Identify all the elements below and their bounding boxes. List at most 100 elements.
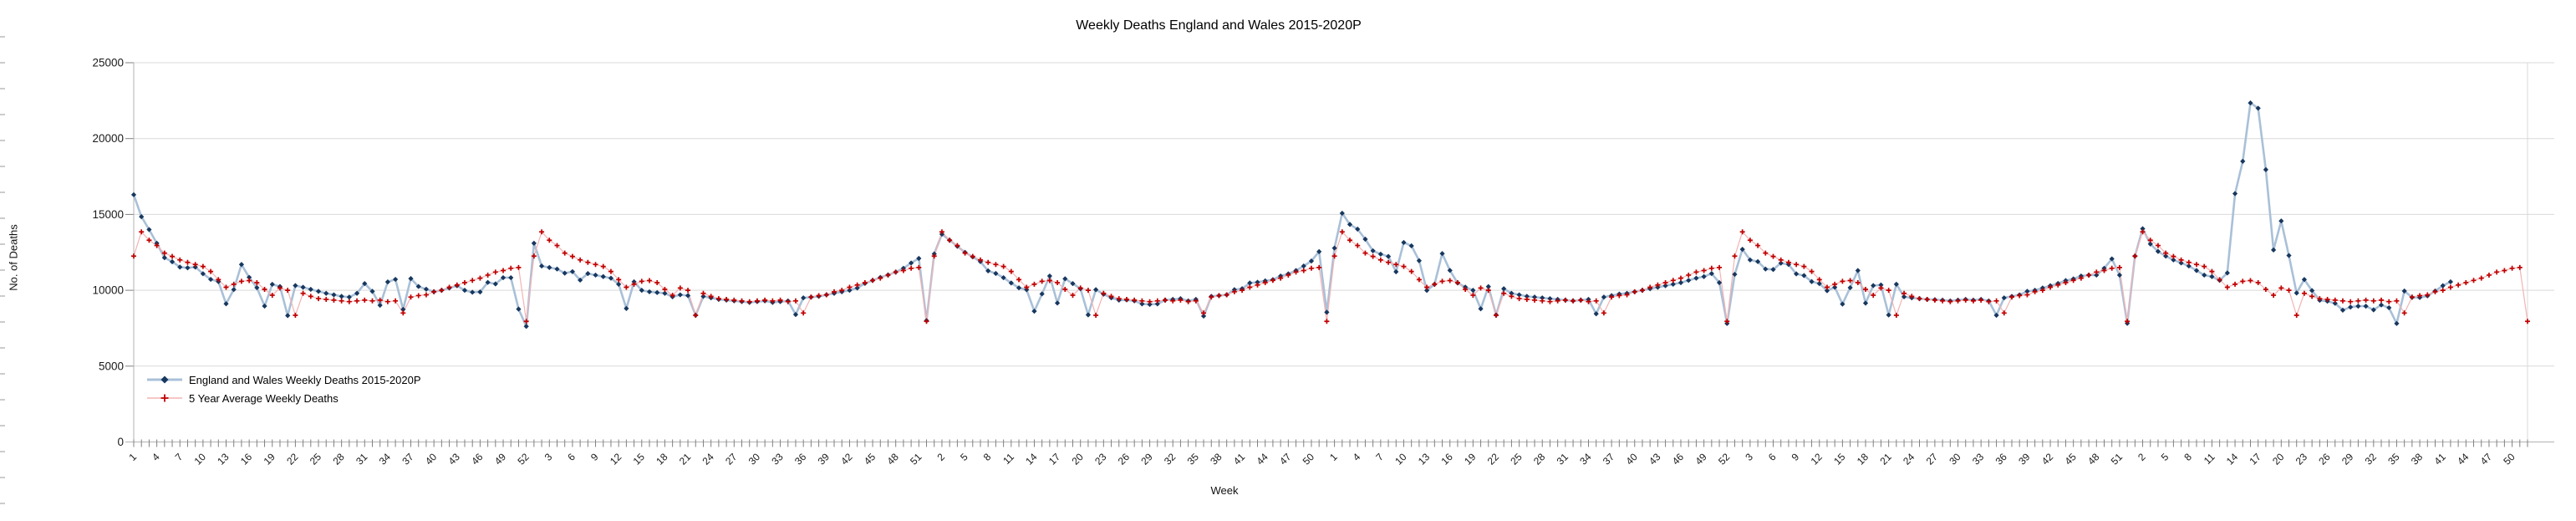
x-tick-label: 20 xyxy=(1069,451,1086,467)
x-tick-label: 43 xyxy=(1647,451,1663,467)
x-tick-label: 46 xyxy=(1670,451,1687,467)
x-tick-label: 40 xyxy=(1624,451,1641,467)
average-deaths-line xyxy=(133,231,2528,322)
x-tick-label: 47 xyxy=(2478,451,2495,467)
x-tick-label: 16 xyxy=(1439,451,1456,467)
x-tick-label: 29 xyxy=(2339,451,2356,467)
x-tick-label: 26 xyxy=(1116,451,1133,467)
x-tick-label: 49 xyxy=(1693,451,1709,467)
x-tick-label: 52 xyxy=(515,451,532,467)
x-tick-label: 35 xyxy=(1185,451,1202,467)
x-axis-ticks xyxy=(133,439,2528,447)
y-tick-label: 20000 xyxy=(92,132,124,145)
x-tick-label: 17 xyxy=(2247,451,2263,467)
x-tick-label: 32 xyxy=(2363,451,2380,467)
x-tick-label: 29 xyxy=(1138,451,1155,467)
x-tick-label: 37 xyxy=(1601,451,1617,467)
x-tick-label: 32 xyxy=(1162,451,1179,467)
x-tick-label: 25 xyxy=(308,451,324,467)
x-tick-label: 42 xyxy=(838,451,855,467)
x-tick-label: 7 xyxy=(1373,451,1386,463)
x-tick-label: 2 xyxy=(934,451,947,463)
x-tick-label: 45 xyxy=(2062,451,2079,467)
x-tick-label: 22 xyxy=(1485,451,1502,467)
x-tick-label: 12 xyxy=(1809,451,1825,467)
x-tick-label: 17 xyxy=(1046,451,1063,467)
x-tick-label: 4 xyxy=(1351,451,1363,463)
x-tick-label: 39 xyxy=(816,451,832,467)
x-tick-label: 37 xyxy=(400,451,416,467)
x-tick-label: 50 xyxy=(1301,451,1317,467)
x-tick-label: 13 xyxy=(1416,451,1433,467)
x-tick-label: 39 xyxy=(2016,451,2033,467)
x-tick-label: 21 xyxy=(677,451,694,467)
chart-legend: England and Wales Weekly Deaths 2015-202… xyxy=(145,370,421,407)
x-tick-label: 24 xyxy=(700,451,716,467)
x-tick-label: 44 xyxy=(1254,451,1270,467)
x-tick-label: 36 xyxy=(792,451,809,467)
x-tick-label: 14 xyxy=(1023,451,1040,467)
x-tick-label: 24 xyxy=(1901,451,1917,467)
x-tick-label: 31 xyxy=(354,451,370,467)
x-tick-label: 15 xyxy=(1831,451,1848,467)
x-tick-label: 10 xyxy=(1392,451,1409,467)
average-series-swatch-icon xyxy=(147,394,182,402)
legend-item-average: 5 Year Average Weekly Deaths xyxy=(145,389,421,407)
x-tick-label: 36 xyxy=(1993,451,2010,467)
x-tick-label: 31 xyxy=(1555,451,1571,467)
x-tick-label: 50 xyxy=(2501,451,2517,467)
x-tick-label: 48 xyxy=(2085,451,2102,467)
x-tick-label: 33 xyxy=(1970,451,1987,467)
x-tick-label: 49 xyxy=(492,451,509,467)
x-tick-label: 23 xyxy=(1092,451,1109,467)
x-tick-label: 48 xyxy=(884,451,901,467)
x-tick-label: 23 xyxy=(2293,451,2310,467)
x-tick-label: 46 xyxy=(469,451,486,467)
x-tick-label: 21 xyxy=(1877,451,1894,467)
x-tick-label: 45 xyxy=(862,451,878,467)
y-tick-labels: 0 5000 10000 15000 20000 25000 xyxy=(92,57,124,449)
x-tick-label: 8 xyxy=(2181,451,2194,463)
x-tick-label: 22 xyxy=(284,451,301,467)
average-deaths-markers xyxy=(131,229,2530,324)
x-tick-label: 38 xyxy=(1208,451,1224,467)
x-tick-label: 5 xyxy=(2159,451,2171,463)
x-tick-label: 43 xyxy=(446,451,463,467)
x-tick-label: 6 xyxy=(565,451,578,463)
x-tick-label: 4 xyxy=(150,451,162,463)
x-tick-label: 42 xyxy=(2039,451,2056,467)
x-tick-label: 51 xyxy=(2109,451,2125,467)
y-tick-label: 15000 xyxy=(92,208,124,221)
x-tick-label: 13 xyxy=(215,451,232,467)
x-tick-label: 26 xyxy=(2316,451,2333,467)
x-tick-label: 27 xyxy=(1924,451,1941,467)
x-tick-label: 10 xyxy=(192,451,209,467)
x-tick-label: 9 xyxy=(588,451,601,463)
x-tick-label: 3 xyxy=(542,451,555,463)
x-tick-label: 28 xyxy=(1531,451,1548,467)
x-tick-label: 9 xyxy=(1789,451,1802,463)
x-tick-label: 8 xyxy=(981,451,994,463)
chart-title: Weekly Deaths England and Wales 2015-202… xyxy=(1076,18,1362,33)
x-tick-label: 41 xyxy=(2431,451,2448,467)
x-tick-label: 1 xyxy=(126,451,139,463)
y-tick-label: 5000 xyxy=(99,360,124,372)
x-tick-label: 41 xyxy=(1231,451,1248,467)
x-axis-title: Week xyxy=(1210,484,1239,497)
x-tick-label: 1 xyxy=(1327,451,1340,463)
x-tick-label: 6 xyxy=(1766,451,1779,463)
x-tick-label: 35 xyxy=(2385,451,2402,467)
x-tick-label: 2 xyxy=(2136,451,2148,463)
y-tick-label: 10000 xyxy=(92,284,124,297)
x-tick-label: 5 xyxy=(958,451,970,463)
legend-label-actual: England and Wales Weekly Deaths 2015-202… xyxy=(189,373,421,386)
axes xyxy=(125,63,2554,442)
x-tick-label: 28 xyxy=(330,451,347,467)
x-tick-label: 27 xyxy=(723,451,740,467)
x-tick-label: 34 xyxy=(377,451,394,467)
x-tick-label: 15 xyxy=(631,451,648,467)
x-tick-label: 11 xyxy=(2202,451,2217,467)
x-tick-label: 47 xyxy=(1277,451,1294,467)
y-tick-label: 25000 xyxy=(92,57,124,69)
y-tick-label: 0 xyxy=(117,436,124,448)
